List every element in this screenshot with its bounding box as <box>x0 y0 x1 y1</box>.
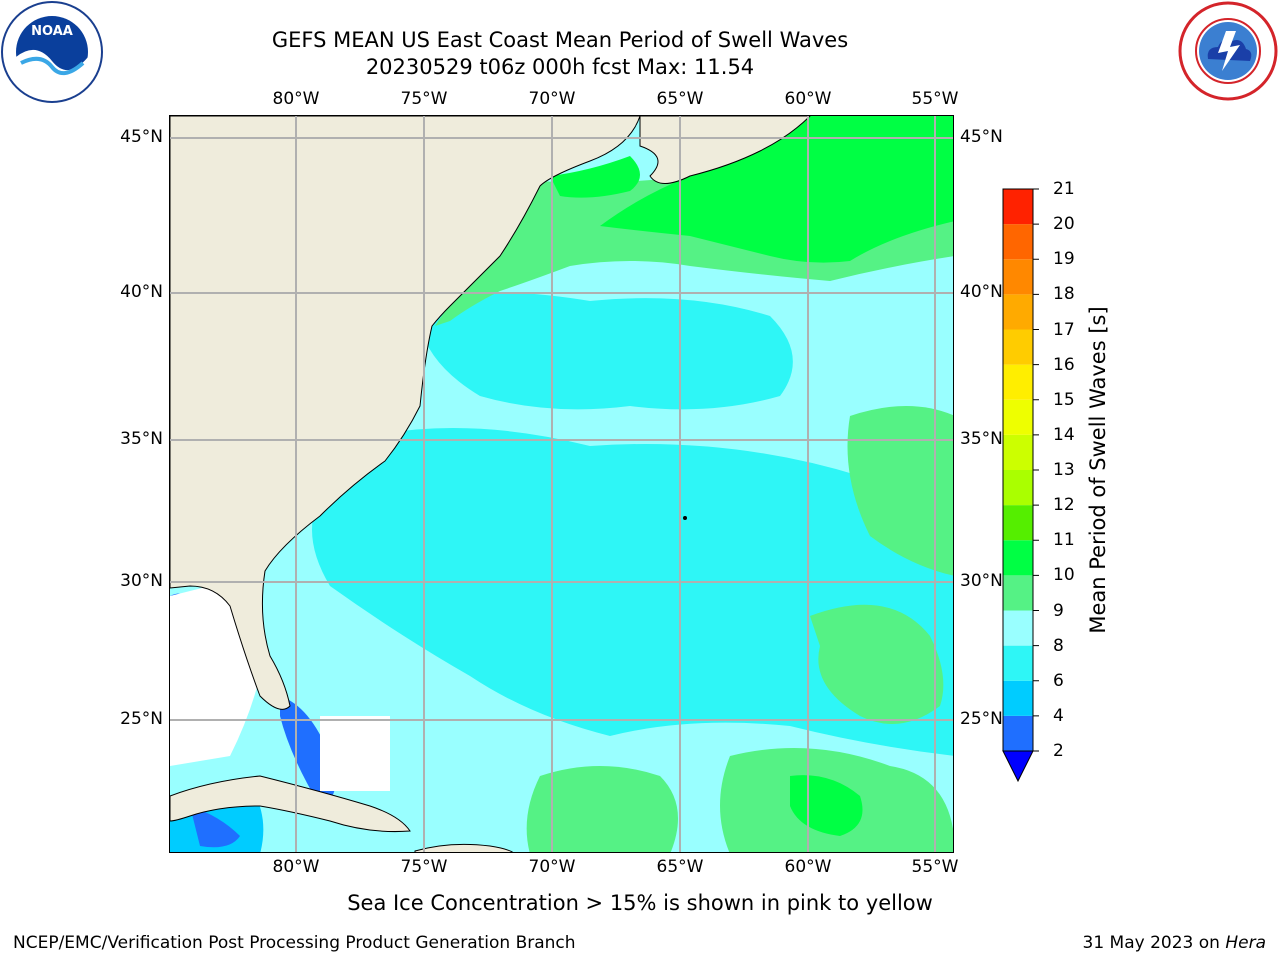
region-9-10s <box>810 604 944 724</box>
colorbar-label: Mean Period of Swell Waves [s] <box>1086 306 1110 634</box>
colorbar-tick-label: 16 <box>1053 354 1075 375</box>
land-hispaniola <box>414 843 514 852</box>
colorbar-swatch <box>1003 294 1033 330</box>
colorbar-swatch <box>1003 610 1033 646</box>
colorbar-swatch <box>1003 715 1033 751</box>
chart-title: GEFS MEAN US East Coast Mean Period of S… <box>271 28 849 52</box>
lon-label-bottom: 75°W <box>400 857 448 877</box>
colorbar-swatch <box>1003 364 1033 400</box>
colorbar-tick-label: 8 <box>1053 635 1064 656</box>
colorbar-tick-label: 6 <box>1053 670 1064 691</box>
colorbar-tick-label: 2 <box>1053 741 1064 761</box>
colorbar-tick-label: 21 <box>1053 179 1075 199</box>
region-2-4s <box>190 806 240 848</box>
lon-label-bottom: 60°W <box>784 857 832 877</box>
footer-host: Hera <box>1225 933 1266 953</box>
colorbar-tick-label: 18 <box>1053 284 1075 305</box>
swell-period-map <box>169 115 954 853</box>
lon-label-top: 55°W <box>911 89 959 109</box>
colorbar-tick-label: 10 <box>1053 565 1075 586</box>
colorbar-tick-label: 12 <box>1053 495 1075 516</box>
lon-label-top: 70°W <box>528 89 576 109</box>
colorbar-extend-arrow <box>1002 750 1034 783</box>
colorbar-tick-label: 20 <box>1053 214 1075 235</box>
footer-date-text: 31 May 2023 on <box>1082 933 1226 953</box>
land-cuba <box>170 775 411 833</box>
lon-label-top: 60°W <box>784 89 832 109</box>
masked-area <box>320 716 390 791</box>
colorbar <box>1002 188 1039 783</box>
colorbar-tick-label: 14 <box>1053 424 1075 445</box>
colorbar-swatch <box>1003 505 1033 541</box>
region-10-11s <box>550 156 640 198</box>
colorbar-swatch <box>1003 645 1033 681</box>
region-6-8s <box>420 292 793 410</box>
lat-label-left: 45°N <box>120 127 163 147</box>
land-us-east-coast <box>170 116 641 710</box>
lon-label-bottom: 65°W <box>656 857 704 877</box>
lat-label-left: 25°N <box>120 709 163 729</box>
footer-date: 31 May 2023 on Hera <box>1083 933 1267 953</box>
lat-label-right: 30°N <box>960 571 1003 591</box>
region-9-10s <box>847 406 953 576</box>
lon-label-bottom: 70°W <box>528 857 576 877</box>
lat-label-right: 40°N <box>960 282 1003 302</box>
lat-label-right: 45°N <box>960 127 1003 147</box>
colorbar-swatch <box>1003 680 1033 716</box>
graticule <box>170 116 953 852</box>
colorbar-swatch <box>1003 540 1033 576</box>
colorbar-swatch <box>1003 259 1033 295</box>
colorbar-swatch <box>1003 575 1033 611</box>
noaa-logo-text: NOAA <box>31 24 73 39</box>
footer-organization: NCEP/EMC/Verification Post Processing Pr… <box>13 933 576 953</box>
lon-label-bottom: 80°W <box>272 857 320 877</box>
region-10-11s <box>600 116 953 263</box>
lat-label-right: 35°N <box>960 429 1003 449</box>
nws-logo <box>1178 1 1278 101</box>
chart-subtitle-forecast: 20230529 t06z 000h fcst Max: 11.54 <box>365 55 755 79</box>
land-maritimes <box>639 116 811 184</box>
bermuda-marker <box>683 516 687 520</box>
colorbar-tick-label: 9 <box>1053 600 1064 621</box>
lon-label-top: 65°W <box>656 89 704 109</box>
colorbar-tick-label: 19 <box>1053 249 1075 270</box>
lat-label-right: 25°N <box>960 709 1003 729</box>
lon-label-top: 80°W <box>272 89 320 109</box>
lat-label-left: 40°N <box>120 282 163 302</box>
lat-label-left: 30°N <box>120 571 163 591</box>
colorbar-tick-label: 17 <box>1053 319 1075 340</box>
colorbar-swatch <box>1003 224 1033 260</box>
lon-label-top: 75°W <box>400 89 448 109</box>
colorbar-tick-label: 4 <box>1053 705 1064 726</box>
colorbar-tick-label: 15 <box>1053 389 1075 410</box>
lat-label-left: 35°N <box>120 429 163 449</box>
colorbar-swatch <box>1003 434 1033 470</box>
colorbar-tick-label: 11 <box>1053 530 1075 551</box>
sea-ice-note: Sea Ice Concentration > 15% is shown in … <box>347 891 933 915</box>
region-9-10s <box>526 766 679 852</box>
colorbar-swatch <box>1003 470 1033 506</box>
region-6-8s <box>312 428 953 756</box>
colorbar-swatch <box>1003 329 1033 365</box>
colorbar-swatch <box>1003 189 1033 225</box>
colorbar-tick-label: 13 <box>1053 460 1075 480</box>
lon-label-bottom: 55°W <box>911 857 959 877</box>
colorbar-swatch <box>1003 399 1033 435</box>
noaa-logo: NOAA <box>1 1 103 103</box>
